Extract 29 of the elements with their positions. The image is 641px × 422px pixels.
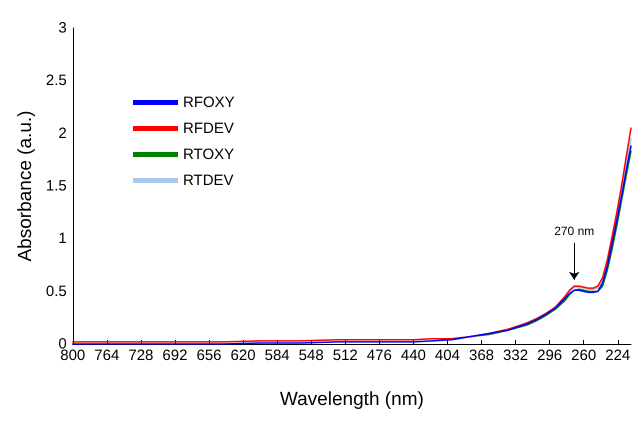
y-tick-label: 1.5 xyxy=(46,178,67,194)
x-tick-label: 692 xyxy=(162,347,188,364)
x-tick-label: 512 xyxy=(332,347,358,364)
x-tick-label: 368 xyxy=(468,347,494,364)
x-tick-label: 224 xyxy=(605,347,630,364)
y-tick-label: 0.5 xyxy=(46,282,67,300)
x-tick-label: 584 xyxy=(264,347,290,364)
y-axis-title: Absorbance (a.u.) xyxy=(15,110,36,262)
x-tick-label: 620 xyxy=(230,347,256,364)
legend-label: RTDEV xyxy=(183,172,234,189)
x-tick-label: 296 xyxy=(537,347,562,364)
x-tick-label: 476 xyxy=(366,347,392,364)
x-tick-label: 440 xyxy=(400,347,426,364)
y-tick-label: 2 xyxy=(58,124,67,142)
x-tick-label: 332 xyxy=(503,347,528,364)
x-tick-label: 728 xyxy=(128,347,154,364)
x-tick-label: 404 xyxy=(434,347,460,364)
x-tick-label: 764 xyxy=(94,347,120,364)
legend-label: RFDEV xyxy=(183,120,234,137)
x-axis-title: Wavelength (nm) xyxy=(280,389,424,410)
y-tick-label: 2.5 xyxy=(46,72,67,90)
x-tick-label: 656 xyxy=(196,347,222,364)
y-tick-label: 3 xyxy=(58,20,67,36)
x-tick-label: 260 xyxy=(571,347,596,364)
annotation: 270 nm xyxy=(554,224,594,238)
y-tick-label: 1 xyxy=(58,230,67,248)
legend-label: RFOXY xyxy=(183,94,235,111)
legend-label: RTOXY xyxy=(183,146,234,163)
x-tick-label: 548 xyxy=(298,347,324,364)
